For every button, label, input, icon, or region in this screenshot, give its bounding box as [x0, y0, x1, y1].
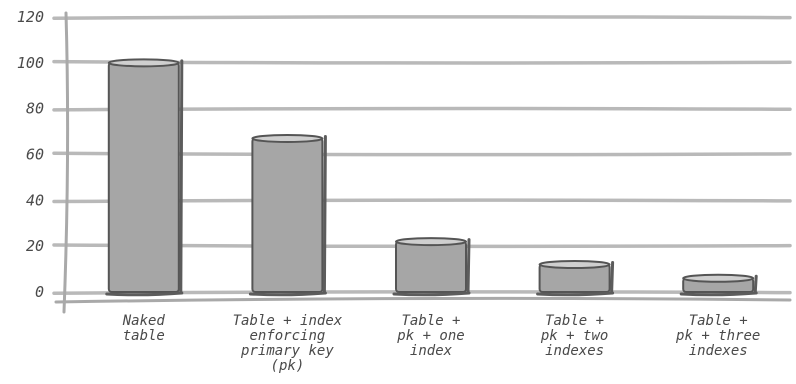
- bar-body: [251, 137, 324, 293]
- bar-top: [538, 260, 611, 269]
- y-tick-label: 100: [17, 54, 44, 72]
- bar-top: [107, 58, 180, 68]
- bar-base: [105, 291, 184, 297]
- bar-base: [392, 291, 471, 297]
- x-category-label: Naked table: [122, 313, 166, 344]
- bar: [392, 237, 471, 297]
- bar-body: [395, 240, 467, 293]
- bar-edge: [753, 274, 758, 295]
- y-tick-label: 80: [26, 100, 44, 118]
- y-axis: [62, 11, 70, 314]
- y-tick-label: 40: [26, 191, 44, 209]
- x-category-label: Table + pk + two indexes: [540, 313, 608, 359]
- bar-base: [679, 291, 758, 297]
- bar: [248, 133, 327, 297]
- bar-edge: [610, 261, 615, 295]
- bar-edge: [322, 134, 327, 295]
- x-category-labels: Naked table Table + index enforcing primary …: [122, 313, 761, 374]
- bar: [679, 273, 758, 297]
- y-tick-label: 60: [26, 146, 44, 164]
- x-category-label: Table + pk + three indexes: [675, 313, 760, 359]
- y-tick-label: 0: [35, 283, 44, 301]
- bar-body: [107, 61, 180, 294]
- x-category-label: Table + pk + one index: [396, 313, 464, 359]
- y-tick-labels: 0 20 40 60 80 100 120: [17, 8, 44, 301]
- bar: [536, 260, 615, 297]
- bar-base: [536, 291, 615, 297]
- bar: [105, 58, 184, 297]
- y-tick-label: 120: [17, 8, 44, 26]
- x-category-label: Table + index enforcing primary key (pk): [233, 313, 343, 374]
- bar-top: [251, 133, 324, 143]
- bar-top: [395, 237, 467, 247]
- bar-edge: [179, 59, 184, 295]
- bar-top: [682, 273, 755, 283]
- gridline: [52, 15, 792, 20]
- bar-base: [248, 291, 327, 297]
- x-axis: [54, 296, 792, 304]
- bars: [105, 58, 758, 297]
- axes: [54, 11, 792, 314]
- bar-edge: [466, 238, 471, 295]
- y-tick-label: 20: [26, 237, 44, 255]
